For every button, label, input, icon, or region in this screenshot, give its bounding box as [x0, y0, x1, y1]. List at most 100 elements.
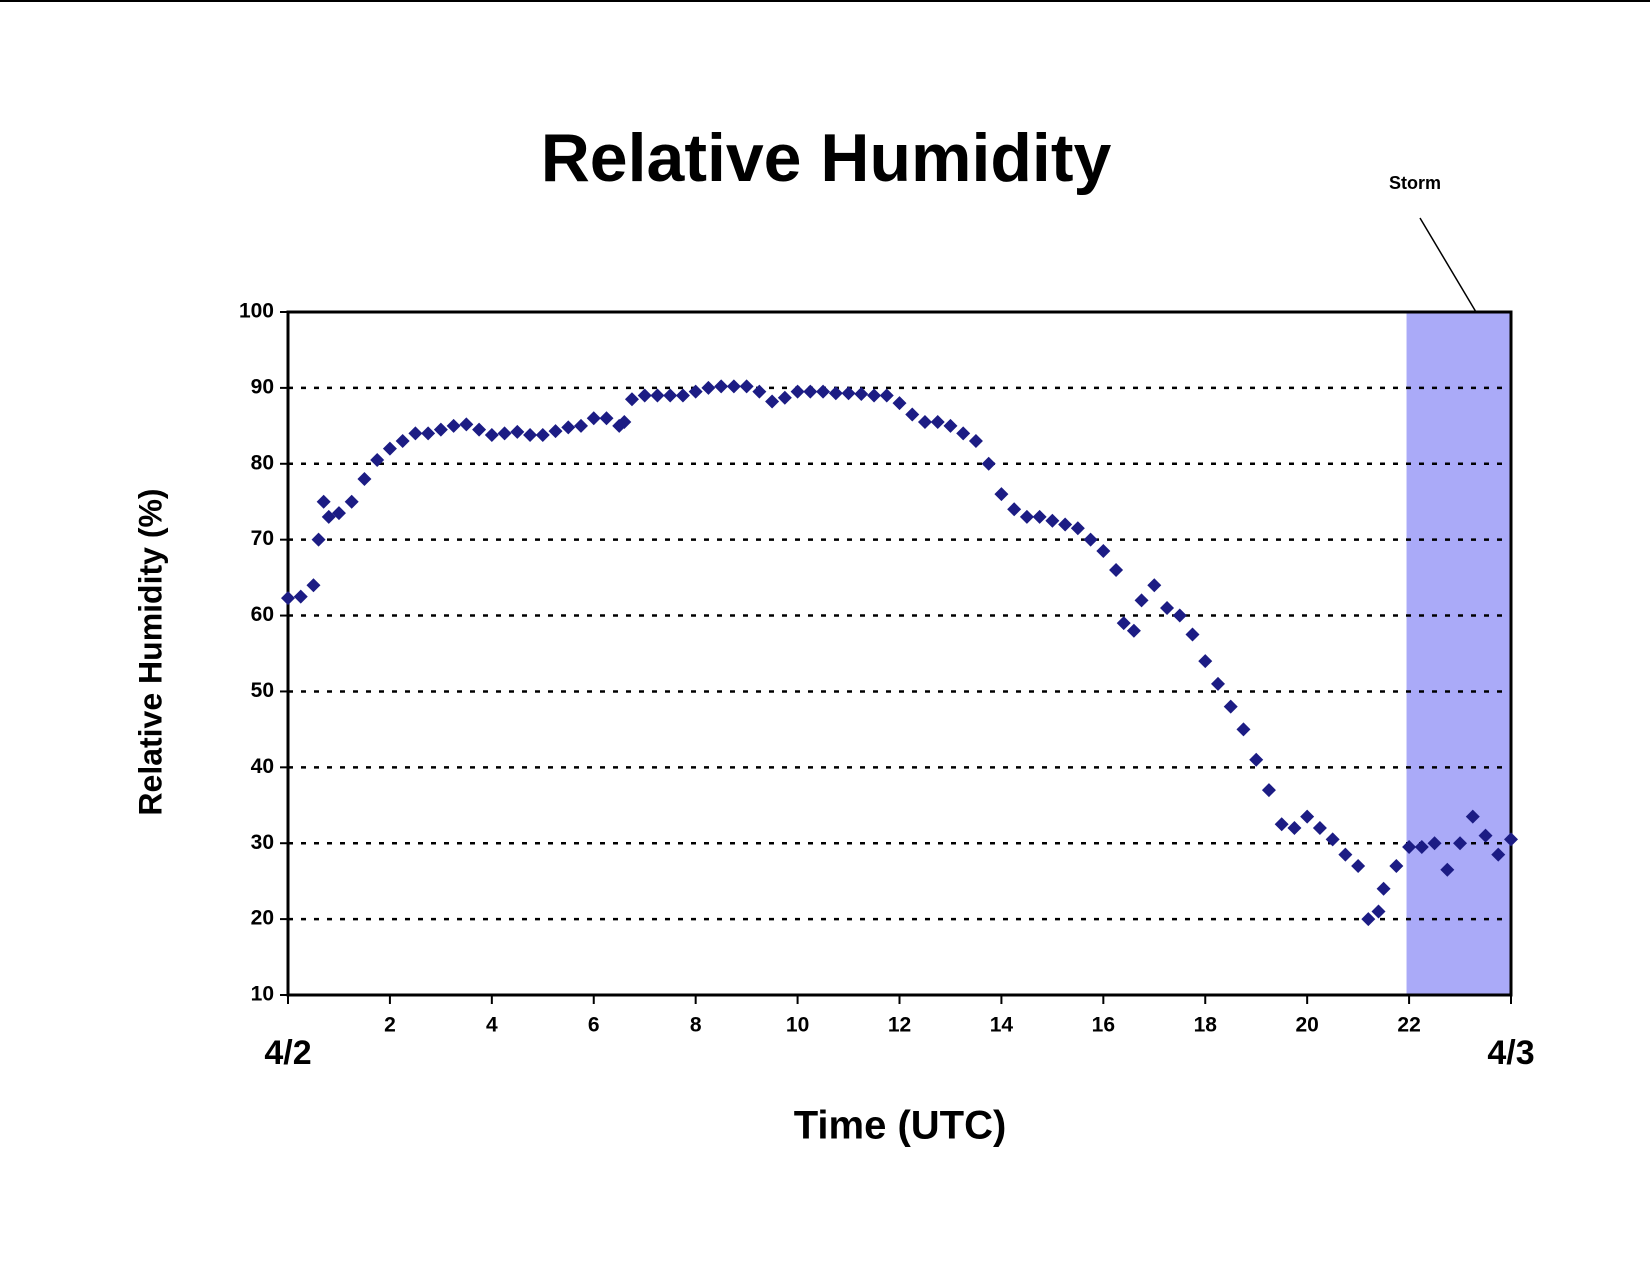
- plot-frame: [286, 310, 1513, 997]
- data-point: [1287, 821, 1302, 836]
- data-point: [1185, 627, 1200, 642]
- data-point: [523, 427, 538, 442]
- data-point: [688, 384, 703, 399]
- data-point: [828, 386, 843, 401]
- data-point: [956, 426, 971, 441]
- data-point: [1338, 847, 1353, 862]
- data-point: [854, 386, 869, 401]
- x-tick-label: 4/3: [1487, 1034, 1534, 1072]
- data-point: [617, 415, 632, 430]
- data-point: [1032, 509, 1047, 524]
- y-tick-label: 100: [239, 300, 274, 323]
- data-point: [535, 427, 550, 442]
- data-point: [624, 392, 639, 407]
- data-point: [1116, 616, 1131, 631]
- data-point: [1249, 752, 1264, 767]
- data-point: [599, 411, 614, 426]
- data-point: [637, 388, 652, 403]
- x-tick-label: 16: [1092, 1014, 1115, 1037]
- x-tick-label: 22: [1397, 1014, 1420, 1037]
- data-point: [1371, 904, 1386, 919]
- data-point: [1096, 544, 1111, 559]
- data-point: [1274, 817, 1289, 832]
- data-point: [1376, 881, 1391, 896]
- data-point: [421, 426, 436, 441]
- data-point: [701, 380, 716, 395]
- data-point: [316, 494, 331, 509]
- data-point: [1300, 809, 1315, 824]
- x-tick-label: 18: [1194, 1014, 1218, 1037]
- data-point: [293, 589, 308, 604]
- data-point: [1007, 502, 1022, 517]
- data-point: [739, 379, 754, 394]
- data-point: [879, 388, 894, 403]
- data-point: [1109, 563, 1124, 578]
- data-point: [586, 411, 601, 426]
- y-tick-label: 80: [251, 451, 274, 474]
- data-point: [1453, 836, 1468, 851]
- y-tick-label: 30: [251, 831, 274, 854]
- data-point: [1172, 608, 1187, 623]
- data-point: [510, 424, 525, 439]
- data-point: [561, 420, 576, 435]
- data-point: [433, 422, 448, 437]
- data-point: [446, 418, 461, 433]
- data-point: [841, 386, 856, 401]
- data-point: [574, 418, 589, 433]
- data-point: [331, 506, 346, 521]
- y-tick-label: 70: [251, 527, 274, 550]
- data-point: [765, 394, 780, 409]
- x-axis-label: Time (UTC): [794, 1104, 1007, 1148]
- data-point: [968, 434, 983, 449]
- data-point: [1351, 858, 1366, 873]
- x-tick-label: 20: [1295, 1014, 1318, 1037]
- x-tick-label: 10: [786, 1014, 809, 1037]
- y-tick-label: 50: [251, 679, 274, 702]
- y-tick-label: 10: [251, 983, 274, 1006]
- data-point: [1427, 836, 1442, 851]
- data-point: [1210, 676, 1225, 691]
- data-point: [408, 426, 423, 441]
- data-point: [357, 471, 372, 486]
- data-point: [867, 388, 882, 403]
- data-point: [1083, 532, 1098, 547]
- x-tick-label: 14: [990, 1014, 1014, 1037]
- y-tick-label: 90: [251, 375, 274, 398]
- data-point: [994, 487, 1009, 502]
- data-point: [311, 532, 326, 547]
- data-point: [917, 415, 932, 430]
- data-point: [1389, 858, 1404, 873]
- data-point: [816, 384, 831, 399]
- data-point: [803, 384, 818, 399]
- data-point: [1134, 593, 1149, 608]
- data-point: [650, 388, 665, 403]
- x-tick-label: 2: [384, 1014, 396, 1037]
- data-point: [1070, 521, 1085, 536]
- data-point: [306, 578, 321, 593]
- data-point: [1223, 699, 1238, 714]
- data-point: [930, 415, 945, 430]
- data-point: [1261, 783, 1276, 798]
- data-point: [1402, 840, 1417, 855]
- chart-title: Relative Humidity: [541, 120, 1112, 196]
- data-point: [472, 422, 487, 437]
- data-point: [1236, 722, 1251, 737]
- annotation-leader: [1419, 217, 1477, 313]
- x-tick-label: 6: [588, 1014, 600, 1037]
- data-point: [1126, 623, 1141, 638]
- data-point: [1440, 862, 1455, 877]
- data-point: [1312, 821, 1327, 836]
- data-point: [981, 456, 996, 471]
- data-point: [1147, 578, 1162, 593]
- data-point: [892, 396, 907, 411]
- data-point: [726, 379, 741, 394]
- data-point: [663, 388, 678, 403]
- data-point: [1361, 912, 1376, 927]
- data-point: [1478, 828, 1493, 843]
- y-tick-label: 40: [251, 755, 274, 778]
- data-point: [790, 384, 805, 399]
- data-point: [459, 417, 474, 432]
- data-point: [382, 441, 397, 456]
- data-point: [905, 407, 920, 422]
